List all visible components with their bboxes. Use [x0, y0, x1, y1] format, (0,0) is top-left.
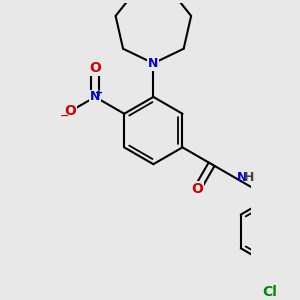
Text: O: O — [89, 61, 101, 75]
Text: H: H — [244, 171, 254, 184]
Text: +: + — [95, 88, 103, 98]
Text: O: O — [64, 104, 76, 118]
Text: N: N — [90, 90, 100, 104]
Text: N: N — [148, 57, 159, 70]
Text: Cl: Cl — [262, 285, 277, 299]
Text: −: − — [60, 111, 69, 121]
Text: N: N — [237, 171, 248, 184]
Text: O: O — [191, 182, 203, 196]
